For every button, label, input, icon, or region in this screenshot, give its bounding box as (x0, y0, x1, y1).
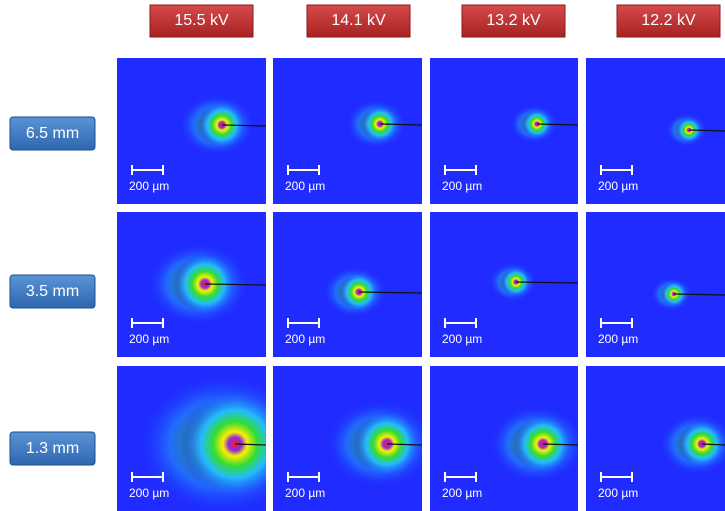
column-header: 14.1 kV (331, 12, 386, 29)
figure: 15.5 kV 14.1 kV 13.2 kV 12.2 kV 6.5 mm 200 µm… (0, 0, 725, 511)
scale-label: 200 µm (442, 486, 482, 500)
scale-label: 200 µm (598, 332, 638, 346)
scale-label: 200 µm (285, 486, 325, 500)
row-label: 6.5 mm (26, 125, 79, 142)
scale-label: 200 µm (598, 486, 638, 500)
scale-label: 200 µm (285, 332, 325, 346)
plasma-core (678, 420, 725, 468)
scale-label: 200 µm (598, 179, 638, 193)
row-label: 3.5 mm (26, 283, 79, 300)
scale-label: 200 µm (442, 179, 482, 193)
scale-label: 200 µm (285, 179, 325, 193)
scale-label: 200 µm (129, 332, 169, 346)
scale-label: 200 µm (129, 486, 169, 500)
column-header: 13.2 kV (486, 12, 541, 29)
scale-label: 200 µm (129, 179, 169, 193)
column-header: 12.2 kV (641, 12, 696, 29)
row-label: 1.3 mm (26, 440, 79, 457)
column-header: 15.5 kV (174, 12, 229, 29)
scale-label: 200 µm (442, 332, 482, 346)
